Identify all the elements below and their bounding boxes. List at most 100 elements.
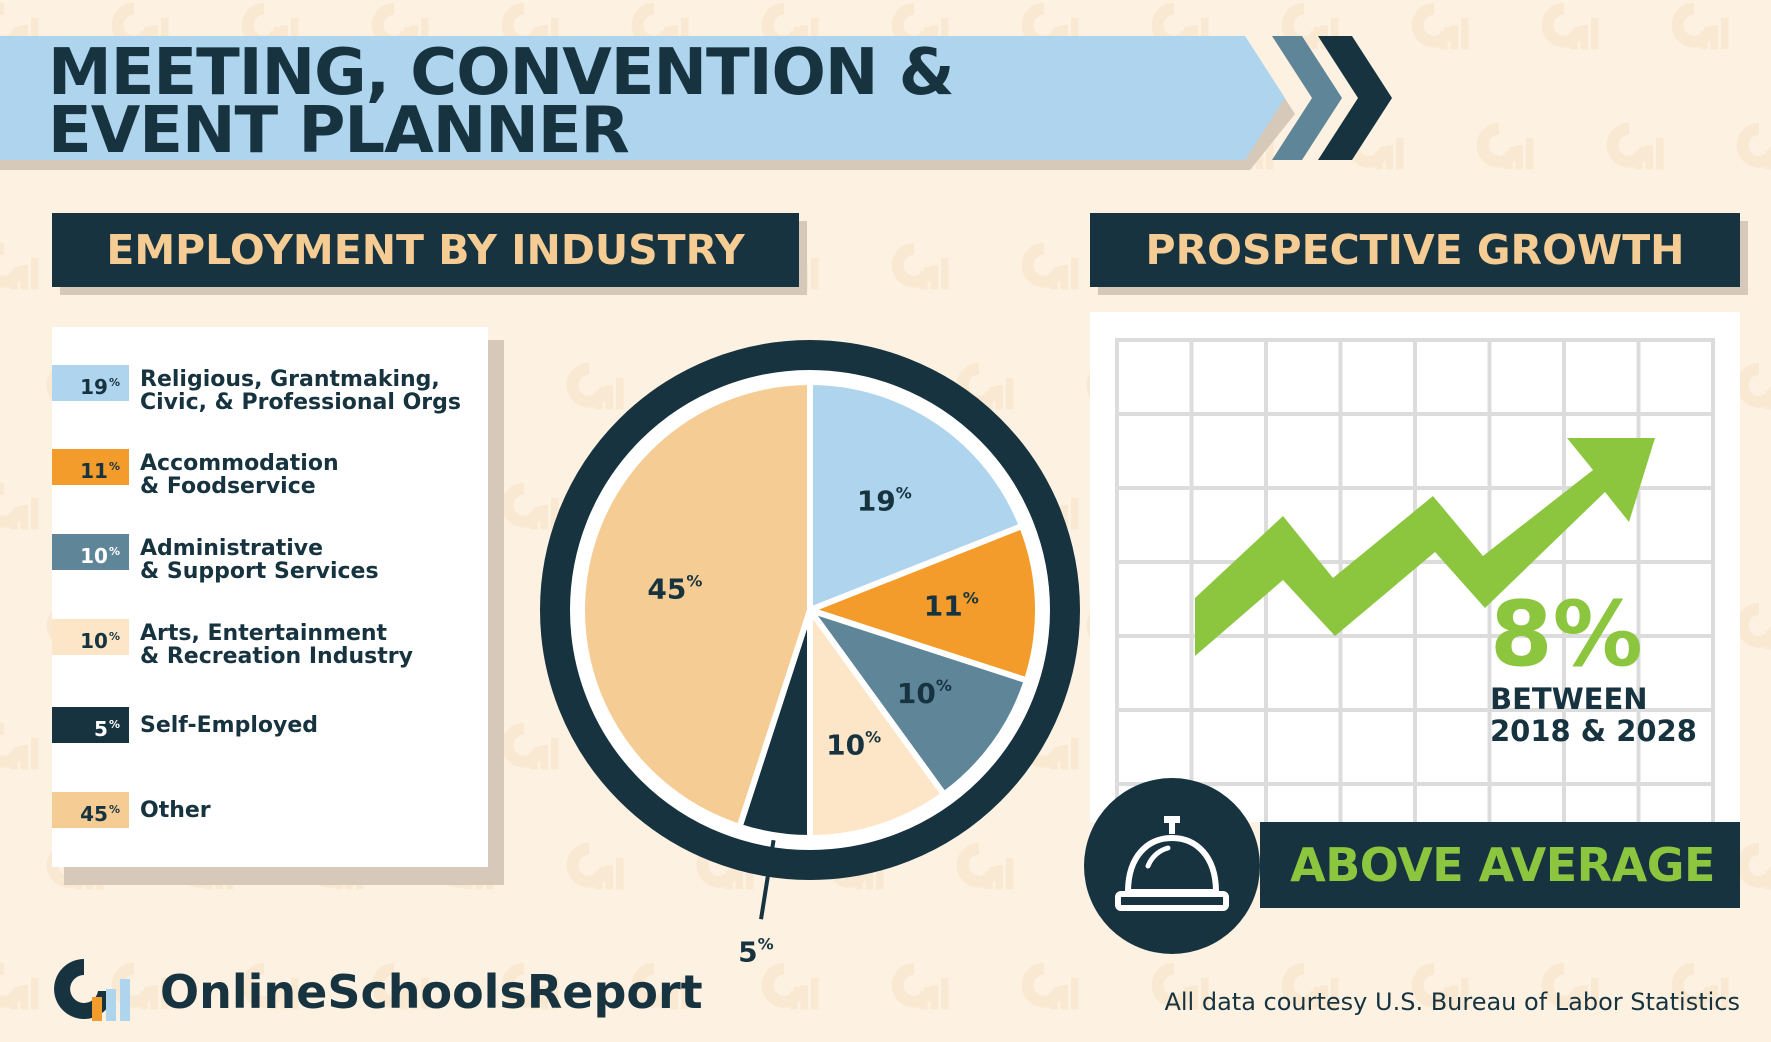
watermark-logo-icon [0, 482, 39, 530]
legend-value: 10 [80, 629, 108, 653]
legend-value: 10 [80, 544, 108, 568]
legend-label: Accommodation & Foodservice [140, 452, 470, 498]
growth-caption-line-2: 2018 & 2028 [1490, 714, 1697, 748]
watermark-logo-icon [501, 482, 559, 530]
pie-data-label: 45% [647, 572, 702, 606]
title-line-2: EVENT PLANNER [48, 94, 630, 168]
watermark-logo-icon [0, 722, 39, 770]
watermark-logo-icon [1736, 362, 1771, 410]
legend-label-line: Administrative [140, 536, 324, 561]
growth-grid [1115, 338, 1715, 828]
pie-slice [579, 379, 813, 830]
legend-value: 11 [80, 459, 108, 483]
legend-swatch: 5% [52, 707, 129, 743]
legend-swatch: 11% [52, 449, 129, 485]
industry-section-header: EMPLOYMENT BY INDUSTRY [52, 213, 799, 287]
legend-item: 19% Religious, Grantmaking, Civic, & Prof… [52, 363, 472, 425]
service-bell-icon [1115, 816, 1229, 911]
legend-unit: % [108, 803, 120, 816]
title-line-1: MEETING, CONVENTION & [48, 36, 955, 110]
legend-unit: % [108, 545, 120, 558]
watermark-logo-icon [241, 962, 299, 1010]
pie-leader-line [759, 839, 776, 920]
watermark-logo-icon [566, 362, 624, 410]
legend-swatch: 19% [52, 365, 129, 401]
pie-data-label: 10% [897, 676, 952, 710]
watermark-logo-icon [1021, 242, 1079, 290]
watermark-logo-icon [1736, 602, 1771, 650]
watermark-logo-icon [371, 962, 429, 1010]
title-banner [0, 36, 1392, 170]
watermark-logo-icon [1476, 122, 1534, 170]
growth-rating: ABOVE AVERAGE [1290, 838, 1715, 892]
pie-data-label: 11% [924, 589, 979, 623]
legend-label-line: & Support Services [140, 559, 379, 584]
legend-unit: % [108, 630, 120, 643]
watermark-logo-icon [1736, 842, 1771, 890]
legend-label-line: & Foodservice [140, 474, 316, 499]
legend: 19% Religious, Grantmaking, Civic, & Prof… [52, 327, 488, 867]
legend-label: Arts, Entertainment & Recreation Industry [140, 622, 470, 668]
growth-arrow-icon [1195, 438, 1655, 656]
legend-label-line: & Recreation Industry [140, 644, 413, 669]
pie-slice [807, 523, 1041, 684]
source-note: All data courtesy U.S. Bureau of Labor S… [1164, 988, 1740, 1016]
legend-unit: % [108, 460, 120, 473]
chevron-right-icon [1272, 36, 1392, 160]
legend-label-line: Religious, Grantmaking, [140, 367, 440, 392]
legend-value: 5 [94, 717, 108, 741]
growth-section-header: PROSPECTIVE GROWTH [1090, 213, 1740, 287]
pie-slice [807, 607, 1030, 798]
watermark-logo-icon [631, 962, 689, 1010]
legend-swatch: 10% [52, 619, 129, 655]
legend-label: Other [140, 799, 470, 822]
watermark-logo-icon [501, 722, 559, 770]
legend-label: Self-Employed [140, 714, 470, 737]
watermark-logo-icon [1021, 962, 1079, 1010]
growth-caption-line-1: BETWEEN [1490, 682, 1648, 716]
legend-value: 45 [80, 802, 108, 826]
watermark-logo-icon [0, 242, 39, 290]
brand-logo-icon [54, 959, 130, 1021]
watermark-logo-icon [956, 842, 1014, 890]
bell-badge [1084, 778, 1260, 954]
legend-label-line: Other [140, 798, 211, 823]
pie-data-label: 10% [826, 727, 881, 761]
legend-label-line: Arts, Entertainment [140, 621, 388, 646]
legend-item: 10% Arts, Entertainment & Recreation Indu… [52, 617, 472, 679]
legend-item: 10% Administrative & Support Services [52, 532, 472, 594]
legend-item: 45% Other [52, 790, 472, 852]
legend-label: Administrative & Support Services [140, 537, 470, 583]
watermark-logo-icon [1606, 122, 1664, 170]
watermark-logo-icon [1411, 962, 1469, 1010]
legend-label-line: Civic, & Professional Orgs [140, 390, 461, 415]
watermark-logo-icon [1736, 122, 1771, 170]
watermark-logo-icon [1151, 962, 1209, 1010]
watermark-logo-icon [761, 962, 819, 1010]
watermark-logo-icon [0, 962, 39, 1010]
watermark-logo-icon [1671, 962, 1729, 1010]
legend-label-line: Self-Employed [140, 713, 318, 738]
watermark-logo-icon [1281, 962, 1339, 1010]
watermark-logo-icon [1541, 2, 1599, 50]
page-title: MEETING, CONVENTION & EVENT PLANNER [48, 36, 1248, 168]
legend-label-line: Accommodation [140, 451, 339, 476]
legend-item: 5% Self-Employed [52, 705, 472, 767]
watermark-logo-icon [501, 962, 559, 1010]
growth-caption: BETWEEN 2018 & 2028 [1490, 683, 1697, 747]
brand-name: OnlineSchoolsReport [160, 965, 703, 1019]
legend-value: 19 [80, 375, 108, 399]
pie-data-label: 5% [738, 935, 774, 969]
legend-unit: % [108, 376, 120, 389]
watermark-logo-icon [1671, 2, 1729, 50]
pie-slice [807, 379, 1025, 613]
watermark-logo-icon [891, 962, 949, 1010]
pie-slice [807, 607, 948, 841]
watermark-logo-icon [891, 242, 949, 290]
legend-unit: % [108, 718, 120, 731]
watermark-logo-icon [1541, 962, 1599, 1010]
watermark-logo-icon [566, 842, 624, 890]
rating-bar [1260, 822, 1740, 908]
legend-item: 11% Accommodation & Foodservice [52, 447, 472, 509]
growth-value: 8% [1490, 582, 1643, 687]
